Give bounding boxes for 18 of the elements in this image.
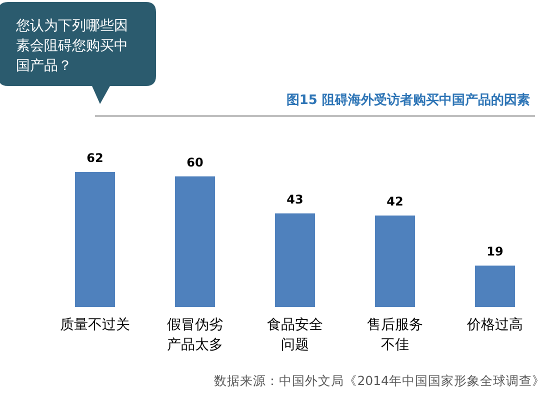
- x-tick-label: 售后服务不佳: [367, 317, 423, 353]
- data-label: 60: [186, 155, 204, 170]
- data-label: 19: [486, 244, 504, 259]
- x-tick-label: 食品安全问题: [267, 317, 323, 353]
- data-label: 62: [86, 151, 104, 165]
- x-tick-label: 价格过高: [466, 317, 523, 333]
- x-tick-label: 质量不过关: [60, 317, 130, 333]
- data-label: 42: [386, 194, 404, 209]
- bar: [375, 216, 415, 307]
- bar: [275, 213, 315, 307]
- data-label: 43: [286, 192, 304, 206]
- bar: [175, 176, 215, 307]
- chart-title: 图15 阻碍海外受访者购买中国产品的因素: [286, 92, 530, 108]
- text: 您认为下列哪些因素会阻碍您购买中国产品？: [15, 18, 128, 74]
- bar: [75, 172, 115, 307]
- source-note: 数据来源：中国外文局《2014年中国国家形象全球调查》: [214, 373, 545, 388]
- x-tick-label: 假冒伪劣产品太多: [167, 317, 223, 353]
- bar: [475, 266, 515, 307]
